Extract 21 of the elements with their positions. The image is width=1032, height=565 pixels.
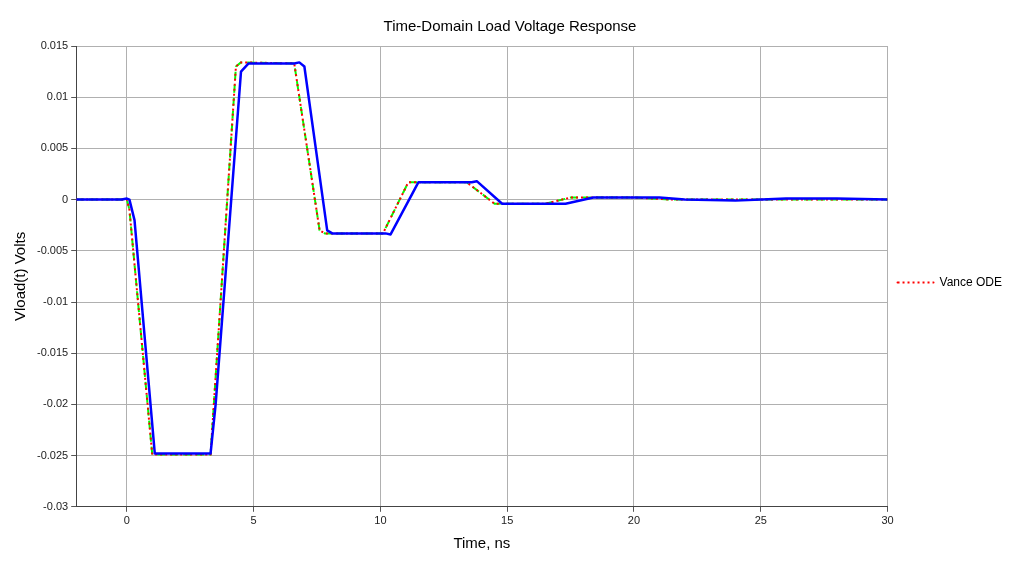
y-tick-label: -0.015 [36, 346, 69, 359]
x-tick-label: 15 [501, 514, 514, 527]
y-tick-label: 0.005 [40, 141, 69, 154]
legend-label: Vance ODE [939, 274, 1003, 289]
y-tick-label: -0.02 [43, 397, 69, 410]
y-tick-label: 0 [62, 192, 69, 205]
x-tick-label: 0 [123, 514, 130, 527]
x-tick-label: 30 [881, 514, 894, 527]
y-tick-label: -0.025 [36, 448, 69, 461]
x-tick-label: 5 [250, 514, 257, 527]
x-tick-label: 20 [627, 514, 641, 527]
x-tick-label: 10 [374, 514, 387, 527]
y-tick-label: -0.03 [43, 499, 69, 512]
y-tick-label: -0.01 [43, 295, 69, 308]
chart-title: Time-Domain Load Voltage Response [383, 17, 637, 35]
x-axis-title: Time, ns [453, 534, 511, 552]
y-tick-label: 0.01 [46, 90, 69, 103]
y-axis-title: Vload(t) Volts [11, 231, 29, 322]
x-tick-label: 25 [754, 514, 767, 527]
y-tick-label: 0.015 [40, 39, 69, 52]
y-tick-label: -0.005 [36, 243, 69, 256]
